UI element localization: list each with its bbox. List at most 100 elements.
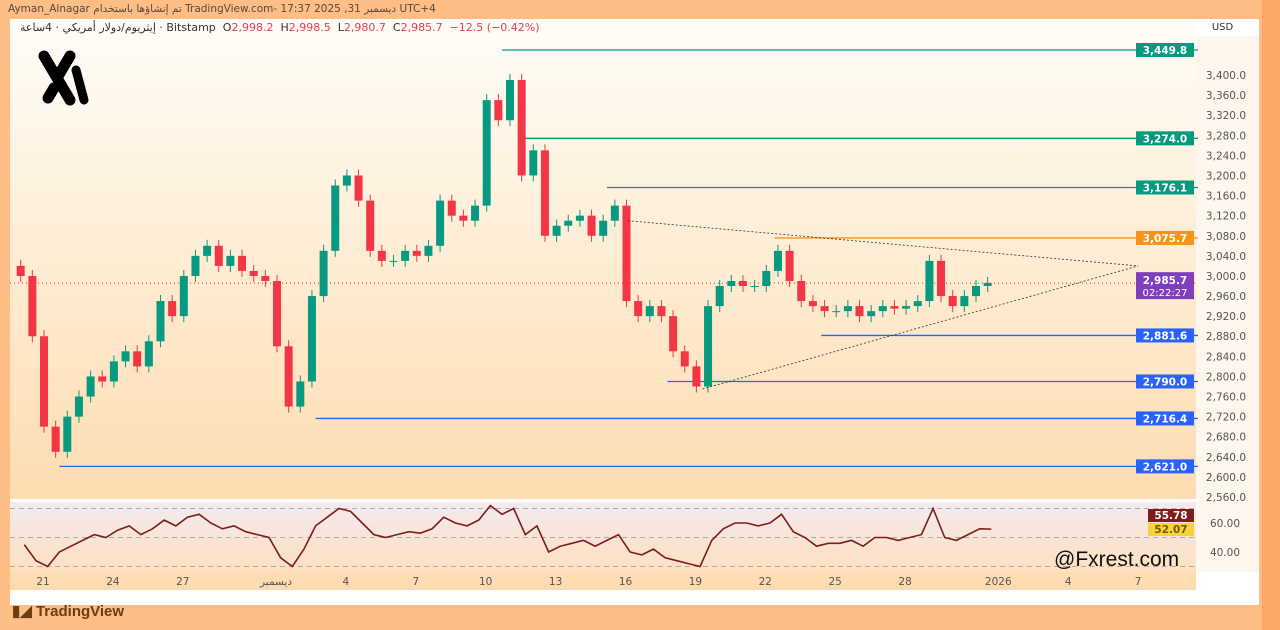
candle: [284, 346, 293, 407]
candle: [366, 200, 375, 251]
level-label: 2,881.6: [1143, 330, 1188, 342]
candle: [28, 275, 37, 337]
level-label: 3,176.1: [1143, 182, 1188, 194]
price-tick: 2,600.0: [1206, 472, 1246, 484]
price-tick: 3,000.0: [1206, 271, 1246, 283]
candle: [459, 215, 468, 221]
last-price-badge: [1136, 272, 1194, 300]
countdown-label: 02:22:27: [1143, 288, 1188, 299]
candle: [529, 150, 538, 176]
candle: [762, 270, 771, 287]
candle: [587, 215, 596, 236]
time-tick: ديسمبر: [259, 576, 292, 588]
candle: [296, 381, 305, 407]
price-tick: 2,800.0: [1206, 371, 1246, 383]
level-label: 2,716.4: [1143, 413, 1188, 425]
candle: [867, 311, 876, 317]
high-value: 2,998.5: [288, 21, 331, 34]
candle: [843, 306, 852, 312]
candle: [144, 341, 153, 367]
candle: [273, 280, 281, 347]
price-tick: 2,640.0: [1206, 452, 1246, 464]
level-badge: [1136, 131, 1194, 146]
price-tick: 2,880.0: [1206, 331, 1246, 343]
time-tick: 10: [479, 576, 492, 588]
candle: [447, 200, 456, 216]
time-tick: 13: [549, 576, 562, 588]
candle: [692, 366, 701, 387]
price-tick: 3,360.0: [1206, 90, 1246, 102]
candle: [261, 275, 270, 281]
level-badge: [1136, 230, 1194, 245]
price-tick: 3,080.0: [1206, 231, 1246, 243]
rsi-ma-value: 52.07: [1154, 524, 1187, 536]
level-badge: [1136, 374, 1194, 389]
candle: [832, 311, 841, 313]
candle: [797, 280, 806, 302]
level-label: 3,274.0: [1143, 133, 1188, 145]
candle: [401, 250, 410, 261]
candle: [331, 185, 340, 251]
low-label: L: [337, 21, 344, 34]
candle: [948, 296, 957, 307]
candle: [63, 416, 72, 452]
candle: [564, 220, 573, 226]
price-tick: 2,560.0: [1206, 492, 1246, 504]
time-tick: 19: [689, 576, 702, 588]
x-logo-icon: [38, 50, 89, 106]
candle: [506, 80, 514, 121]
price-tick: 2,920.0: [1206, 311, 1246, 323]
rsi-tick: 60.00: [1210, 518, 1240, 530]
candle: [98, 376, 107, 382]
candle: [40, 336, 48, 427]
price-tick: 2,720.0: [1206, 412, 1246, 424]
level-label: 3,075.7: [1143, 233, 1188, 245]
export-info: Ayman_Alnagar تم إنشاؤها باستخدام Tradin…: [8, 3, 436, 15]
tradingview-logo: ▮◢ TradingView: [12, 602, 124, 620]
tradingview-text: TradingView: [35, 603, 125, 620]
time-tick: 21: [36, 576, 49, 588]
candle: [657, 306, 666, 317]
rsi-pane: [10, 502, 1196, 572]
level-badge: [1136, 180, 1194, 195]
rsi-tick: 40.00: [1210, 547, 1240, 559]
candle: [214, 245, 223, 266]
candle: [109, 361, 118, 382]
candle: [377, 250, 386, 261]
candle: [715, 286, 724, 307]
candle: [820, 306, 829, 312]
price-tick: 2,960.0: [1206, 291, 1246, 303]
price-tick: 3,240.0: [1206, 150, 1246, 162]
price-tick: 2,840.0: [1206, 351, 1246, 363]
candle: [599, 220, 608, 236]
candle: [238, 255, 247, 271]
time-tick: 25: [829, 576, 842, 588]
watermark: @Fxrest.com: [1054, 548, 1180, 571]
candle: [645, 306, 654, 317]
candle: [133, 351, 142, 367]
triangle-trendline: [702, 265, 1139, 390]
candle: [855, 306, 864, 317]
level-badge: [1136, 411, 1194, 426]
price-tick: 3,320.0: [1206, 110, 1246, 122]
price-tick: 2,680.0: [1206, 432, 1246, 444]
symbol-name[interactable]: إيثريوم/دولار أمريكي · 4ساعة · Bitstamp: [20, 21, 216, 34]
time-tick: 7: [1135, 576, 1142, 588]
time-tick: 4: [343, 576, 350, 588]
symbol-legend: إيثريوم/دولار أمريكي · 4ساعة · Bitstamp …: [20, 21, 540, 34]
rsi-value: 55.78: [1154, 510, 1187, 522]
candle: [704, 306, 713, 387]
currency-button[interactable]: USD: [1200, 20, 1245, 36]
candle: [890, 306, 899, 309]
low-value: 2,980.7: [343, 21, 386, 34]
candle: [16, 265, 25, 276]
candle: [471, 205, 480, 221]
time-tick: 4: [1065, 576, 1072, 588]
time-tick: 27: [176, 576, 189, 588]
candle: [902, 306, 911, 309]
price-tick: 3,120.0: [1206, 211, 1246, 223]
change-value: −12.5 (−0.42%): [449, 21, 540, 34]
time-tick: 7: [412, 576, 419, 588]
candle: [412, 250, 421, 256]
